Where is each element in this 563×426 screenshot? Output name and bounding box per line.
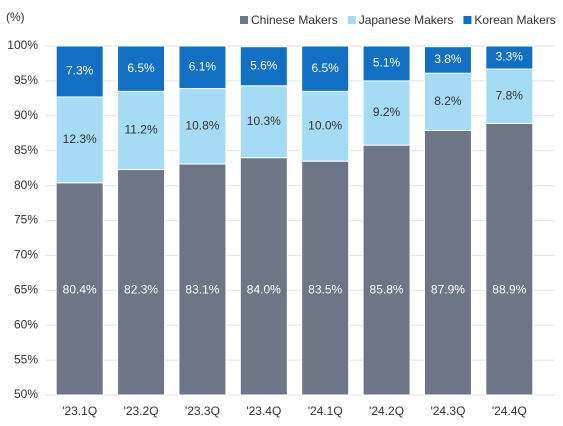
data-label: 7.3%	[66, 64, 94, 78]
y-tick-label: 70%	[14, 248, 38, 262]
x-tick-label: '24.3Q	[430, 404, 465, 418]
x-tick-label: '24.2Q	[369, 404, 404, 418]
data-label: 88.9%	[492, 282, 526, 296]
bar-segment	[178, 45, 227, 90]
bar-segment	[362, 144, 411, 396]
data-label: 3.8%	[434, 52, 462, 66]
y-tick-label: 100%	[7, 38, 38, 52]
data-label: 83.1%	[185, 282, 219, 296]
bar-segment	[423, 72, 472, 131]
data-label: 7.8%	[496, 88, 524, 102]
y-tick-label: 95%	[14, 73, 38, 87]
data-label: 80.4%	[63, 282, 97, 296]
legend-label: Korean Makers	[474, 13, 555, 27]
bar-segment	[485, 45, 534, 70]
legend-marker	[463, 16, 472, 24]
x-tick-label: '23.1Q	[62, 404, 97, 418]
bar-segment	[117, 45, 166, 92]
data-label: 12.3%	[63, 132, 97, 146]
x-tick-label: '24.1Q	[308, 404, 343, 418]
y-tick-label: 80%	[14, 178, 38, 192]
data-label: 10.8%	[185, 118, 219, 132]
bar-segment	[55, 45, 104, 98]
bar-segment	[485, 122, 534, 396]
data-label: 6.1%	[189, 59, 217, 73]
bar-segment	[239, 85, 288, 159]
data-label: 5.6%	[250, 58, 278, 72]
data-label: 82.3%	[124, 282, 158, 296]
data-label: 87.9%	[431, 282, 465, 296]
legend-label: Chinese Makers	[251, 13, 338, 27]
bar-segment	[301, 90, 350, 162]
data-label: 9.2%	[373, 105, 401, 119]
data-label: 83.5%	[308, 282, 342, 296]
legend-marker	[347, 16, 356, 24]
data-label: 3.3%	[496, 50, 524, 64]
legend-label: Japanese Makers	[359, 13, 454, 27]
y-tick-label: 60%	[14, 317, 38, 331]
x-tick-label: '23.4Q	[246, 404, 281, 418]
data-label: 5.1%	[373, 56, 401, 70]
data-label: 6.5%	[127, 61, 155, 75]
y-tick-label: 85%	[14, 143, 38, 157]
data-label: 10.0%	[308, 118, 342, 132]
y-tick-label: 65%	[14, 282, 38, 296]
bar-segment	[423, 129, 472, 396]
data-label: 11.2%	[124, 123, 157, 137]
bar-segment	[239, 46, 288, 87]
bar-segment	[117, 90, 166, 171]
x-tick-label: '23.3Q	[185, 404, 220, 418]
legend-marker	[240, 16, 248, 24]
x-tick-label: '23.2Q	[124, 404, 159, 418]
y-tick-label: 55%	[14, 352, 38, 366]
bar-segment	[423, 46, 472, 74]
y-tick-label: 90%	[14, 108, 38, 122]
data-label: 8.2%	[434, 94, 462, 108]
y-tick-label: 75%	[14, 213, 38, 227]
data-label: 6.5%	[312, 61, 340, 75]
data-label: 84.0%	[247, 282, 281, 296]
y-axis-label: (%)	[6, 10, 25, 24]
bar-segment	[55, 96, 104, 184]
bar-segment	[55, 182, 104, 396]
y-tick-label: 50%	[14, 387, 38, 401]
data-label: 85.8%	[370, 282, 404, 296]
bar-segment	[301, 45, 350, 92]
data-label: 10.3%	[247, 114, 281, 128]
bar-segment	[301, 160, 350, 396]
x-tick-label: '24.4Q	[492, 404, 527, 418]
bar-segment	[239, 157, 288, 396]
bar-segment	[117, 169, 166, 396]
bar-segment	[178, 163, 227, 396]
bar-segment	[362, 80, 411, 146]
bar-segment	[362, 45, 411, 82]
